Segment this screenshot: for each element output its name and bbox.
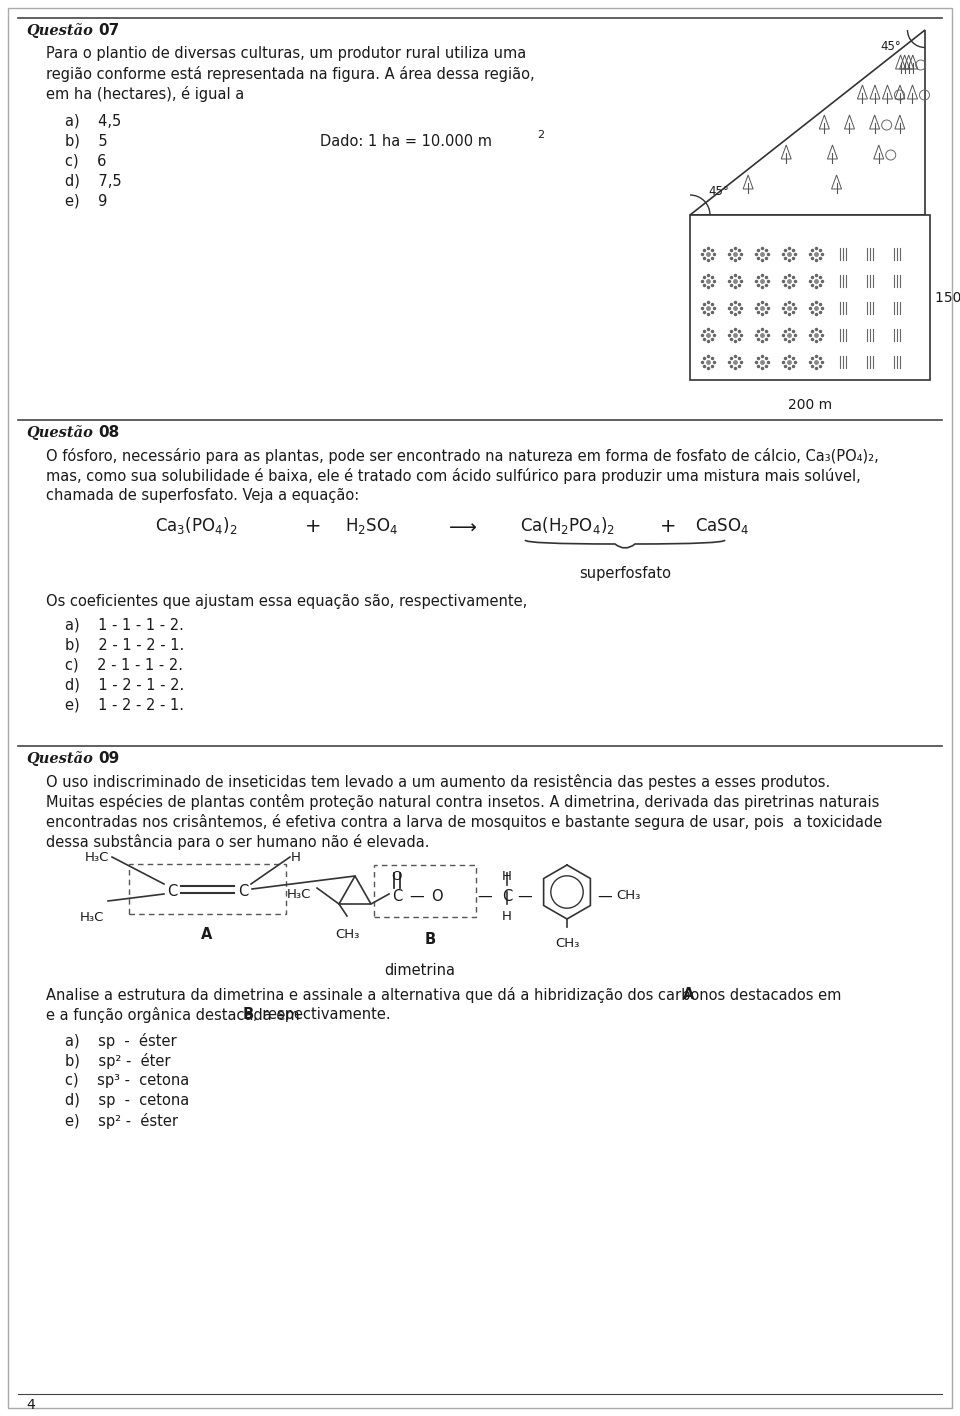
Text: $\longrightarrow$: $\longrightarrow$: [445, 517, 478, 535]
Text: H₃C: H₃C: [287, 888, 311, 901]
Text: CH₃: CH₃: [616, 889, 640, 902]
Text: B: B: [242, 1007, 253, 1022]
Text: CaSO$_4$: CaSO$_4$: [695, 515, 750, 537]
Text: a)    1 - 1 - 1 - 2.: a) 1 - 1 - 1 - 2.: [65, 617, 184, 633]
Text: mas, como sua solubilidade é baixa, ele é tratado com ácido sulfúrico para produ: mas, como sua solubilidade é baixa, ele …: [46, 469, 861, 484]
Text: dessa substância para o ser humano não é elevada.: dessa substância para o ser humano não é…: [46, 834, 429, 850]
Text: e)    1 - 2 - 2 - 1.: e) 1 - 2 - 2 - 1.: [65, 698, 184, 714]
Text: O fósforo, necessário para as plantas, pode ser encontrado na natureza em forma : O fósforo, necessário para as plantas, p…: [46, 447, 878, 464]
Text: C: C: [238, 884, 248, 899]
Text: H: H: [291, 851, 300, 864]
Text: C: C: [167, 884, 178, 899]
Text: a)    4,5: a) 4,5: [65, 115, 121, 129]
Text: 200 m: 200 m: [788, 398, 832, 412]
Text: chamada de superfosfato. Veja a equação:: chamada de superfosfato. Veja a equação:: [46, 489, 359, 503]
Text: —: —: [477, 889, 492, 903]
Text: b)    sp² -  éter: b) sp² - éter: [65, 1054, 171, 1069]
Text: Questão: Questão: [26, 750, 93, 766]
Text: C: C: [392, 889, 402, 903]
Text: 150 m: 150 m: [935, 292, 960, 304]
Text: Para o plantio de diversas culturas, um produtor rural utiliza uma: Para o plantio de diversas culturas, um …: [46, 45, 526, 61]
Text: b)    5: b) 5: [65, 135, 108, 149]
Text: d)    7,5: d) 7,5: [65, 174, 122, 188]
Text: —: —: [597, 889, 612, 903]
Text: Muitas espécies de plantas contêm proteção natural contra insetos. A dimetrina, : Muitas espécies de plantas contêm proteç…: [46, 794, 879, 810]
Text: +: +: [305, 517, 322, 535]
Text: Ca(H$_2$PO$_4$)$_2$: Ca(H$_2$PO$_4$)$_2$: [520, 515, 615, 537]
Text: Analise a estrutura da dimetrina e assinale a alternativa que dá a hibridização : Analise a estrutura da dimetrina e assin…: [46, 987, 846, 1003]
Text: a)    sp  -  éster: a) sp - éster: [65, 1034, 177, 1049]
Text: 4: 4: [26, 1398, 35, 1412]
Text: c)    sp³ -  cetona: c) sp³ - cetona: [65, 1073, 189, 1087]
Text: H: H: [502, 869, 512, 884]
Text: —: —: [517, 889, 532, 903]
Text: c)    2 - 1 - 1 - 2.: c) 2 - 1 - 1 - 2.: [65, 658, 183, 673]
Text: A: A: [202, 927, 213, 942]
Text: 08: 08: [98, 425, 119, 440]
Text: O: O: [431, 889, 443, 903]
Text: A: A: [683, 987, 694, 1003]
Text: Os coeficientes que ajustam essa equação são, respectivamente,: Os coeficientes que ajustam essa equação…: [46, 593, 527, 609]
Text: —: —: [409, 889, 423, 903]
Text: Ca$_3$(PO$_4$)$_2$: Ca$_3$(PO$_4$)$_2$: [155, 515, 237, 537]
Text: e a função orgânica destacada em: e a função orgânica destacada em: [46, 1007, 304, 1022]
Text: 07: 07: [98, 23, 119, 38]
Text: b)    2 - 1 - 2 - 1.: b) 2 - 1 - 2 - 1.: [65, 639, 184, 653]
Text: O: O: [392, 869, 402, 884]
Text: em ha (hectares), é igual a: em ha (hectares), é igual a: [46, 86, 244, 102]
Text: 09: 09: [98, 750, 119, 766]
Text: encontradas nos crisântemos, é efetiva contra a larva de mosquitos e bastante se: encontradas nos crisântemos, é efetiva c…: [46, 814, 882, 830]
Text: dimetrina: dimetrina: [385, 963, 455, 978]
Text: d)    sp  -  cetona: d) sp - cetona: [65, 1093, 189, 1107]
Text: B: B: [424, 932, 436, 947]
Bar: [690, 215, 930, 379]
Text: c)    6: c) 6: [65, 154, 107, 169]
Text: CH₃: CH₃: [335, 927, 359, 942]
Text: CH₃: CH₃: [555, 937, 579, 950]
Text: Questão: Questão: [26, 425, 93, 440]
Text: C: C: [502, 889, 512, 903]
Text: , respectivamente.: , respectivamente.: [253, 1007, 391, 1022]
Text: H₃C: H₃C: [80, 910, 105, 925]
Text: O uso indiscriminado de inseticidas tem levado a um aumento da resistência das p: O uso indiscriminado de inseticidas tem …: [46, 775, 830, 790]
Text: 45°: 45°: [708, 185, 729, 198]
Text: região conforme está representada na figura. A área dessa região,: região conforme está representada na fig…: [46, 67, 535, 82]
Text: +: +: [660, 517, 677, 535]
Text: Dado: 1 ha = 10.000 m: Dado: 1 ha = 10.000 m: [320, 135, 492, 149]
Text: H$_2$SO$_4$: H$_2$SO$_4$: [345, 515, 398, 537]
Text: e)    9: e) 9: [65, 194, 108, 210]
Text: superfosfato: superfosfato: [579, 566, 671, 581]
Text: d)    1 - 2 - 1 - 2.: d) 1 - 2 - 1 - 2.: [65, 678, 184, 692]
Text: e)    sp² -  éster: e) sp² - éster: [65, 1113, 178, 1129]
Text: Questão: Questão: [26, 23, 93, 38]
Text: H₃C: H₃C: [85, 851, 109, 864]
Text: 2: 2: [537, 130, 544, 140]
Text: 45°: 45°: [880, 40, 900, 52]
Text: H: H: [502, 910, 512, 923]
